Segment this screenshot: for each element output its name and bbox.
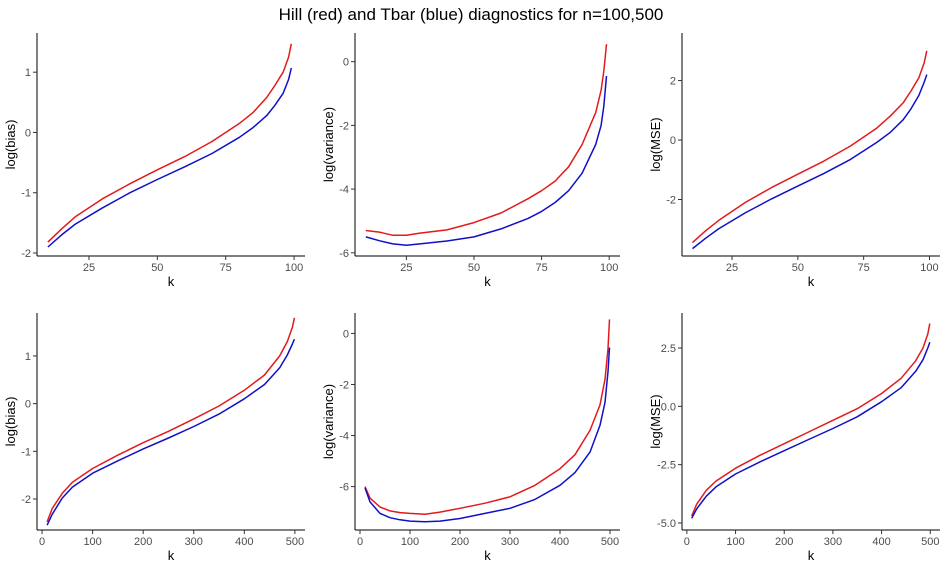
x-tick-label: 300 [824, 536, 842, 548]
panel-6: 0 100 200 300 400 500 -5.0 -2.5 0.0 2.5 k log(MSE) [648, 313, 940, 563]
series-tbar-line [365, 75, 608, 246]
series-hill-line [365, 44, 608, 237]
series-hill-line [691, 323, 931, 517]
series-hill-line [47, 43, 293, 243]
y-axis-label: log(bias) [3, 120, 18, 170]
y-tick-label: -5.0 [657, 518, 676, 530]
x-tick-label: 0 [357, 536, 363, 548]
x-tick-label: 100 [285, 262, 303, 274]
x-axis-label: k [808, 548, 815, 563]
y-tick-label: -2 [666, 195, 676, 207]
x-tick-label: 400 [551, 536, 569, 548]
series-tbar-line [364, 347, 611, 523]
y-tick-label: 0 [343, 328, 349, 340]
y-axis-label: log(MSE) [648, 394, 663, 448]
y-tick-label: 0.0 [661, 401, 676, 413]
x-axis-label: k [168, 548, 175, 563]
x-tick-label: 25 [83, 262, 95, 274]
panel-1: 25 50 75 100 -2 -1 0 1 k log(bias) [3, 33, 305, 289]
y-tick-label: -1 [21, 446, 31, 458]
y-tick-label: 1 [25, 351, 31, 363]
y-tick-label: 0 [25, 127, 31, 139]
x-tick-label: 200 [451, 536, 469, 548]
y-tick-label: -4 [339, 184, 349, 196]
x-tick-label: 100 [600, 262, 618, 274]
y-tick-label: 2 [670, 76, 676, 88]
x-axis-label: k [484, 548, 491, 563]
x-tick-label: 25 [400, 262, 412, 274]
x-tick-label: 50 [792, 262, 804, 274]
y-axis-label: log(variance) [321, 384, 336, 459]
panel-2: 25 50 75 100 -6 -4 -2 0 k log(variance) [321, 33, 620, 289]
panel-5: 0 100 200 300 400 500 -6 -4 -2 0 k log(variance) [321, 313, 620, 563]
y-tick-label: 2.5 [661, 343, 676, 355]
x-axis-label: k [808, 274, 815, 289]
y-tick-label: -1 [21, 188, 31, 200]
y-tick-label: 1 [25, 67, 31, 79]
series-tbar-line [46, 338, 296, 526]
panel-3: 25 50 75 100 -2 0 2 k log(MSE) [648, 33, 940, 289]
x-tick-label: 75 [220, 262, 232, 274]
series-tbar-line [692, 74, 928, 250]
y-tick-label: -6 [339, 482, 349, 494]
y-axis-label: log(bias) [3, 397, 18, 447]
y-tick-label: -2 [21, 494, 31, 506]
y-tick-label: -2 [339, 120, 349, 132]
series-hill-line [691, 50, 928, 244]
x-tick-label: 100 [83, 536, 101, 548]
x-tick-label: 50 [151, 262, 163, 274]
x-tick-label: 400 [235, 536, 253, 548]
y-axis-label: log(variance) [321, 107, 336, 182]
x-tick-label: 100 [920, 262, 938, 274]
y-tick-label: -2 [339, 379, 349, 391]
x-tick-label: 50 [468, 262, 480, 274]
x-axis-label: k [168, 274, 175, 289]
x-tick-label: 0 [684, 536, 690, 548]
series-tbar-line [47, 67, 293, 248]
y-tick-label: -6 [339, 248, 349, 260]
x-axis-label: k [484, 274, 491, 289]
panel-4: 0 100 200 300 400 500 -2 -1 0 1 k log(bias) [3, 313, 305, 563]
y-tick-label: 0 [343, 57, 349, 69]
y-tick-label: 0 [25, 399, 31, 411]
x-tick-label: 500 [286, 536, 304, 548]
x-tick-label: 100 [401, 536, 419, 548]
y-tick-label: -2.5 [657, 460, 676, 472]
x-tick-label: 25 [726, 262, 738, 274]
x-tick-label: 300 [185, 536, 203, 548]
y-tick-label: -2 [21, 248, 31, 260]
series-tbar-line [691, 341, 931, 519]
x-tick-label: 300 [501, 536, 519, 548]
x-tick-label: 100 [726, 536, 744, 548]
x-tick-label: 0 [39, 536, 45, 548]
y-tick-label: 0 [670, 135, 676, 147]
y-tick-label: -4 [339, 431, 349, 443]
x-tick-label: 400 [872, 536, 890, 548]
x-tick-label: 500 [601, 536, 619, 548]
series-hill-line [364, 319, 611, 515]
x-tick-label: 500 [921, 536, 939, 548]
x-tick-label: 75 [858, 262, 870, 274]
x-tick-label: 200 [134, 536, 152, 548]
x-tick-label: 75 [535, 262, 547, 274]
x-tick-label: 200 [775, 536, 793, 548]
figure-title: Hill (red) and Tbar (blue) diagnostics f… [279, 5, 664, 24]
y-axis-label: log(MSE) [648, 117, 663, 171]
series-hill-line [46, 317, 296, 523]
